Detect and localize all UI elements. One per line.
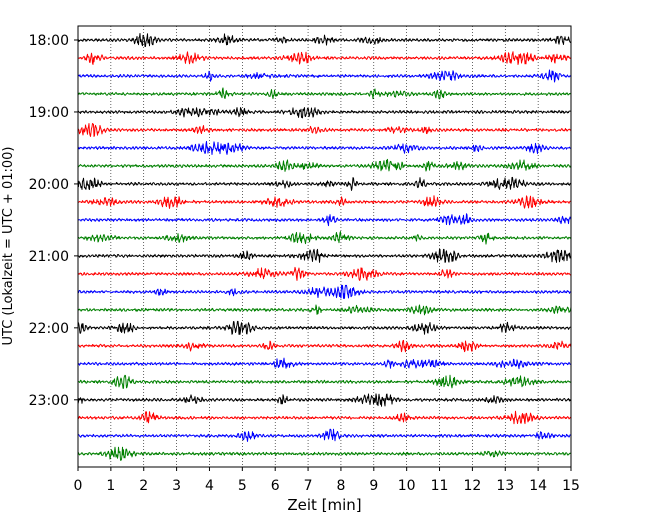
y-tick-label: 19:00	[29, 105, 69, 121]
trace-1800	[77, 33, 572, 47]
x-tick-label: 7	[304, 478, 313, 494]
trace-2045	[77, 231, 572, 245]
x-tick-label: 6	[271, 478, 280, 494]
y-axis-label: UTC (Lokalzeit = UTC + 01:00)	[1, 147, 16, 346]
x-tick-label: 13	[496, 478, 514, 494]
x-tick-label: 14	[529, 478, 547, 494]
trace-2245	[77, 374, 572, 389]
trace-2015	[77, 195, 572, 209]
trace-2130	[77, 284, 572, 299]
trace-2330	[77, 428, 572, 442]
trace-2345	[77, 446, 572, 461]
trace-1900	[77, 107, 572, 119]
x-tick-label: 12	[463, 478, 481, 494]
x-axis-label: Zeit [min]	[287, 496, 361, 514]
x-tick-label: 11	[431, 478, 449, 494]
y-tick-label: 20:00	[29, 177, 69, 193]
y-tick-label: 21:00	[29, 249, 69, 265]
x-tick-label: 10	[398, 478, 416, 494]
x-tick-label: 2	[139, 478, 148, 494]
x-tick-label: 3	[172, 478, 181, 494]
x-axis-ticks: 0 1 2 3 4 5 6 7 8 9 10 11 12 13 14 15	[74, 467, 580, 494]
trace-1930	[77, 140, 572, 155]
y-axis-ticks: 18:00 19:00 20:00 21:00 22:00 23:00	[29, 33, 78, 409]
x-tick-label: 15	[562, 478, 580, 494]
trace-2030	[77, 213, 572, 227]
y-tick-label: 18:00	[29, 33, 69, 49]
trace-2215	[77, 339, 572, 353]
trace-2145	[77, 304, 572, 316]
seismic-traces	[77, 33, 572, 461]
trace-2200	[77, 320, 572, 335]
trace-2315	[77, 410, 572, 425]
x-tick-label: 5	[238, 478, 247, 494]
trace-2115	[77, 266, 572, 281]
trace-2000	[77, 176, 572, 191]
trace-1915	[77, 122, 572, 137]
y-tick-label: 22:00	[29, 321, 69, 337]
trace-2100	[77, 248, 572, 263]
trace-1830	[77, 69, 572, 83]
x-tick-label: 8	[336, 478, 345, 494]
trace-1845	[77, 87, 572, 100]
y-tick-label: 23:00	[29, 393, 69, 409]
plot-background	[78, 26, 571, 467]
trace-1945	[77, 158, 572, 172]
trace-2230	[77, 357, 572, 370]
plot-frame	[77, 25, 572, 468]
x-tick-label: 1	[106, 478, 115, 494]
x-tick-label: 9	[369, 478, 378, 494]
trace-2300	[77, 393, 572, 407]
x-tick-label: 0	[74, 478, 83, 494]
trace-1815	[77, 51, 572, 65]
x-tick-label: 4	[205, 478, 214, 494]
